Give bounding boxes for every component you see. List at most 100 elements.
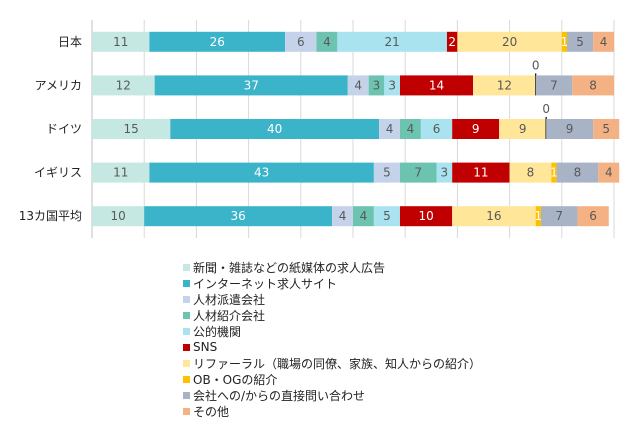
data-label: 0 (542, 102, 550, 116)
bar-segment (452, 162, 510, 183)
data-label: 1 (561, 35, 569, 49)
bar-segment (593, 119, 620, 139)
category-label: 13カ国平均 (19, 209, 82, 223)
legend-swatch (183, 327, 190, 335)
data-label: 1 (550, 166, 558, 180)
bar-segment (551, 162, 557, 183)
legend-item: OB・OGの紹介 (183, 371, 623, 387)
data-label: 37 (244, 78, 259, 92)
bar-segment (567, 31, 594, 52)
data-label: 2 (448, 35, 456, 49)
bar-segment (598, 162, 620, 183)
legend-swatch (183, 311, 190, 319)
data-label: 21 (385, 35, 400, 49)
data-label: 6 (297, 35, 305, 49)
data-label: 12 (116, 78, 131, 92)
legend-label: その他 (193, 404, 230, 419)
bar-segment (535, 75, 573, 96)
data-label: 5 (576, 35, 584, 49)
legend-label: インターネット求人サイト (193, 276, 338, 291)
data-label: 12 (497, 78, 512, 92)
bar-segment (170, 119, 380, 139)
bar-segment (92, 31, 150, 52)
bar-segment (373, 206, 400, 227)
data-label: 7 (555, 209, 563, 223)
legend-label: 会社への/からの直接問い合わせ (193, 388, 366, 403)
legend-swatch (183, 279, 190, 287)
data-label: 8 (527, 166, 535, 180)
bar-segment (379, 119, 400, 139)
legend: 新聞・雑誌などの紙媒体の求人広告 インターネット求人サイト 人材派遣会社 人材紹介会社… (183, 259, 623, 419)
legend-swatch (183, 391, 190, 399)
bar-segment (373, 162, 400, 183)
bar-segment (399, 119, 421, 139)
bar-segment (144, 206, 333, 227)
bar-segment (316, 31, 338, 52)
legend-label: 公的機関 (193, 324, 242, 339)
data-label: 15 (124, 122, 139, 136)
category-label: イギリス (34, 166, 82, 180)
legend-item: 会社への/からの直接問い合わせ (183, 387, 623, 403)
data-label: 3 (441, 166, 449, 180)
legend-item: 人材派遣会社 (183, 291, 623, 307)
legend-label: 新聞・雑誌などの紙媒体の求人広告 (193, 260, 386, 275)
legend-swatch (183, 407, 190, 415)
data-label: 11 (113, 166, 128, 180)
legend-label: OB・OGの紹介 (193, 372, 278, 387)
bar-segment (561, 31, 568, 52)
bar-segment (546, 119, 594, 139)
bar-segment (332, 206, 353, 227)
bar-segment (384, 75, 400, 96)
legend-item: 公的機関 (183, 323, 623, 339)
bar-segment (593, 31, 614, 52)
data-label: 3 (373, 78, 381, 92)
data-label: 26 (210, 35, 225, 49)
bar-segment (420, 119, 453, 139)
legend-label: リファーラル（職場の同僚、家族、知人からの紹介） (193, 356, 482, 371)
legend-swatch (183, 295, 190, 303)
data-label: 1 (534, 209, 542, 223)
data-label: 4 (605, 166, 613, 180)
bar-segment (337, 31, 447, 52)
bar-segment (399, 75, 474, 96)
bar-segment (92, 162, 150, 183)
legend-swatch (183, 343, 190, 351)
data-label: 9 (519, 122, 527, 136)
data-label: 9 (566, 122, 574, 136)
category-label: アメリカ (35, 78, 82, 92)
legend-swatch (183, 375, 190, 383)
data-label: 5 (383, 209, 391, 223)
bar-segment (473, 75, 536, 96)
data-label: 6 (433, 122, 441, 136)
data-label: 9 (472, 122, 480, 136)
bar-segment (92, 75, 155, 96)
bar-segment (572, 75, 614, 96)
legend-item: 人材紹介会社 (183, 307, 623, 323)
legend-item: 新聞・雑誌などの紙媒体の求人広告 (183, 259, 623, 275)
bar-segment (149, 31, 286, 52)
data-label: 10 (418, 209, 433, 223)
bar-segment (499, 119, 547, 139)
legend-label: 人材紹介会社 (193, 308, 266, 323)
category-label: 日本 (58, 35, 82, 49)
bar-segment (149, 162, 374, 183)
legend-label: 人材派遣会社 (193, 292, 266, 307)
bar-segment (556, 162, 599, 183)
bar-segment (577, 206, 609, 227)
data-label: 5 (602, 122, 610, 136)
data-label: 11 (473, 166, 488, 180)
data-label: 5 (383, 166, 391, 180)
bar-segment (457, 31, 562, 52)
bar-segment (399, 162, 437, 183)
bar-segment (509, 162, 552, 183)
data-label: 4 (407, 122, 415, 136)
bar-segment (446, 31, 458, 52)
category-label: ドイツ (46, 122, 82, 136)
data-label: 14 (429, 78, 444, 92)
data-label: 8 (589, 78, 597, 92)
data-label: 4 (339, 209, 347, 223)
bar-segment (540, 206, 578, 227)
bar-segment (436, 162, 453, 183)
legend-item: SNS (183, 339, 623, 355)
